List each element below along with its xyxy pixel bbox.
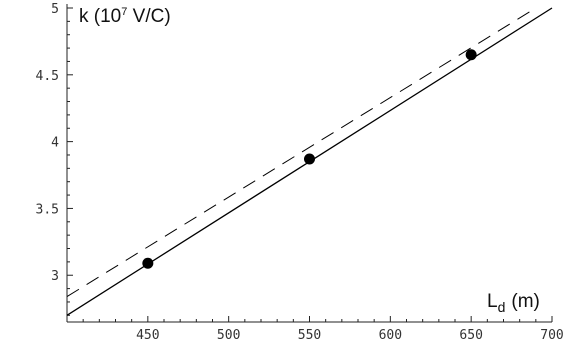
x-tick-label: 700 (540, 328, 563, 343)
y-tick-label: 5 (51, 2, 59, 17)
x-axis-label-unit: (m) (511, 291, 539, 312)
y-axis-label-sup: 7 (121, 6, 127, 18)
x-axis-label: Ld (m) (487, 291, 540, 315)
x-tick-label: 650 (459, 328, 482, 343)
data-point (304, 153, 315, 165)
x-axis-label-base: L (487, 291, 498, 312)
y-axis-label-post: V/C) (127, 6, 170, 27)
y-tick-label: 3.5 (36, 202, 59, 217)
x-tick-label: 600 (379, 328, 402, 343)
y-axis-label: k (107 V/C) (79, 6, 171, 27)
x-tick-label: 450 (136, 328, 159, 343)
y-tick-label: 3 (51, 269, 59, 284)
x-tick-label: 550 (298, 328, 321, 343)
data-point (465, 49, 477, 61)
dashed-line (66, 7, 537, 298)
y-tick-label: 4.5 (36, 69, 59, 84)
x-tick-label: 500 (217, 328, 240, 343)
data-point (142, 257, 154, 269)
y-axis: 3 3.5 4 4.5 5 (36, 2, 73, 322)
x-axis-label-sub: d (498, 299, 506, 315)
y-tick-label: 4 (51, 136, 59, 151)
series-layer (66, 7, 553, 316)
y-axis-label-pre: k (10 (79, 6, 121, 27)
x-axis: 450 500 550 600 650 700 (67, 316, 564, 343)
